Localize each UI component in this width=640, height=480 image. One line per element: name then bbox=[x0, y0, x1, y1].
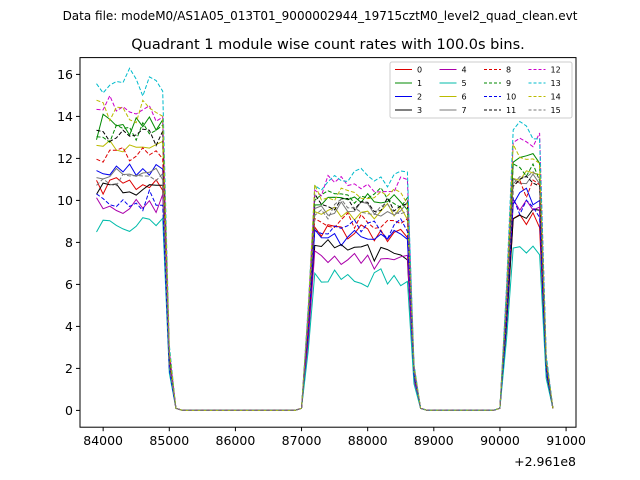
x-tick-label: 90000 bbox=[480, 433, 520, 448]
legend-label-12: 12 bbox=[551, 66, 561, 75]
legend-label-5: 5 bbox=[462, 79, 467, 88]
legend-label-1: 1 bbox=[417, 79, 422, 88]
legend-label-0: 0 bbox=[417, 66, 422, 75]
x-axis: 84000 85000 86000 87000 88000 89000 90000 91000 bbox=[83, 427, 586, 448]
series-line-14 bbox=[96, 99, 554, 411]
x-tick-label: 89000 bbox=[414, 433, 454, 448]
y-tick-label: 14 bbox=[57, 109, 73, 124]
x-tick-label: 91000 bbox=[546, 433, 586, 448]
plot-lines bbox=[96, 67, 554, 411]
y-tick-label: 8 bbox=[65, 235, 73, 250]
y-tick-label: 12 bbox=[57, 151, 73, 166]
y-tick-label: 10 bbox=[57, 193, 73, 208]
legend-label-14: 14 bbox=[551, 93, 561, 102]
legend-label-3: 3 bbox=[417, 106, 422, 115]
legend-label-13: 13 bbox=[551, 79, 561, 88]
x-tick-label: 87000 bbox=[282, 433, 322, 448]
legend-label-7: 7 bbox=[462, 106, 467, 115]
x-tick-label: 84000 bbox=[83, 433, 123, 448]
y-axis: 0 2 4 6 8 10 12 14 16 bbox=[57, 67, 80, 418]
legend-label-4: 4 bbox=[462, 66, 467, 75]
legend-label-10: 10 bbox=[506, 93, 516, 102]
series-line-15 bbox=[96, 171, 554, 411]
legend-label-2: 2 bbox=[417, 93, 422, 102]
x-axis-offset-label: +2.961e8 bbox=[514, 454, 576, 469]
x-tick-label: 86000 bbox=[216, 433, 256, 448]
y-tick-label: 16 bbox=[57, 67, 73, 82]
y-tick-label: 6 bbox=[65, 277, 73, 292]
x-tick-label: 88000 bbox=[348, 433, 388, 448]
legend-label-15: 15 bbox=[551, 106, 561, 115]
legend-label-6: 6 bbox=[462, 93, 467, 102]
legend-label-9: 9 bbox=[506, 79, 511, 88]
legend-label-11: 11 bbox=[506, 106, 516, 115]
legend-label-8: 8 bbox=[506, 66, 511, 75]
y-tick-label: 2 bbox=[65, 361, 73, 376]
y-tick-label: 4 bbox=[65, 319, 73, 334]
x-tick-label: 85000 bbox=[149, 433, 189, 448]
y-tick-label: 0 bbox=[65, 403, 73, 418]
legend-box bbox=[389, 61, 573, 119]
chart-suptitle: Data file: modeM0/AS1A05_013T01_90000029… bbox=[63, 9, 578, 23]
chart-title: Quadrant 1 module wise count rates with … bbox=[131, 37, 525, 53]
